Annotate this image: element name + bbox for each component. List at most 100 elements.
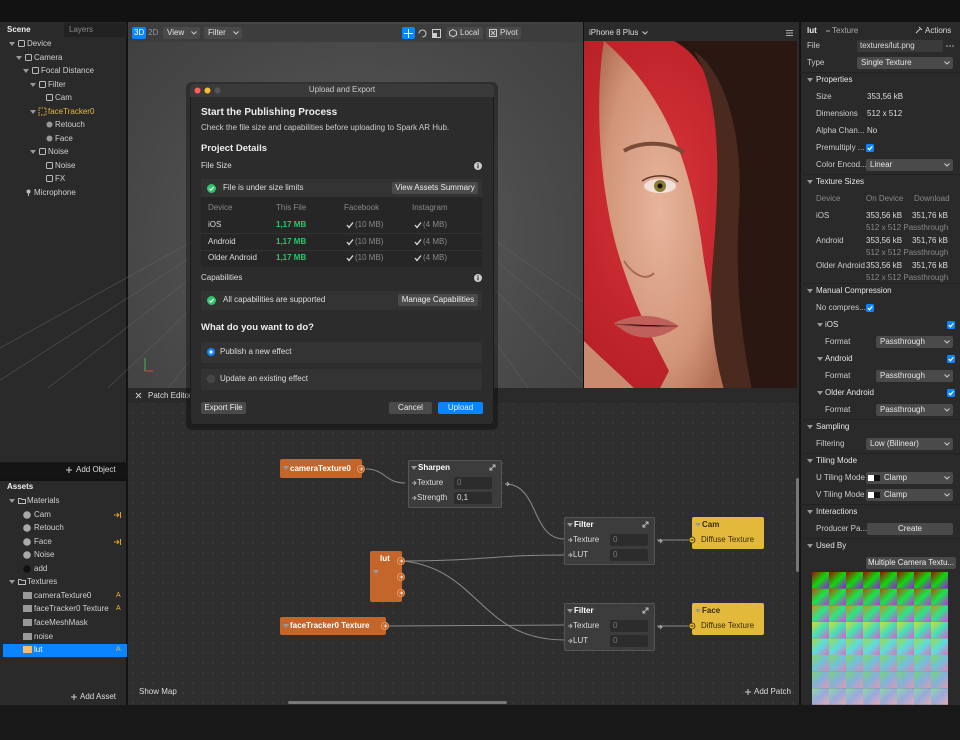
local-label[interactable]: Local <box>460 28 480 37</box>
asset-item[interactable]: add <box>34 563 48 573</box>
separator <box>0 462 127 463</box>
input-field[interactable] <box>610 549 648 561</box>
field-select[interactable] <box>866 159 953 171</box>
icon-part <box>897 671 914 689</box>
scene-item[interactable]: FX <box>55 174 66 183</box>
input-value[interactable]: 0 <box>613 636 618 645</box>
option-box[interactable] <box>201 369 482 390</box>
input-field[interactable] <box>610 534 648 546</box>
scene-item[interactable]: Filter <box>48 79 66 89</box>
asset-item[interactable]: cameraTexture0 <box>34 590 92 600</box>
tab[interactable]: Layers <box>69 25 94 34</box>
input-port <box>568 623 573 629</box>
scene-item[interactable]: Noise <box>48 147 69 156</box>
scene-item[interactable]: Focal Distance <box>41 66 94 75</box>
input-value[interactable]: 0,1 <box>457 493 469 502</box>
scene-item[interactable]: Noise <box>55 160 76 170</box>
cancel-button-label[interactable]: Cancel <box>398 403 423 412</box>
export-button[interactable] <box>201 402 246 414</box>
manage-capabilities-button-label[interactable]: Manage Capabilities <box>401 295 475 304</box>
asset-item[interactable]: Materials <box>27 496 60 505</box>
add-object-button[interactable]: Add Object <box>76 465 116 474</box>
input-field[interactable] <box>454 477 492 489</box>
input-value[interactable]: 0 <box>613 550 618 559</box>
add-patch-button[interactable]: Add Patch <box>754 687 791 696</box>
asset-item[interactable]: Noise <box>34 550 55 560</box>
icon-part <box>208 298 215 303</box>
scene-item[interactable]: faceTracker0 <box>48 106 95 116</box>
output-port <box>397 573 405 581</box>
input-value[interactable]: 0 <box>613 535 618 544</box>
add-asset-button[interactable]: Add Asset <box>80 692 117 701</box>
manage-capabilities-button[interactable] <box>398 294 478 306</box>
inspector-button[interactable] <box>866 557 956 569</box>
disclosure-arrow <box>30 150 36 154</box>
device-menu[interactable]: iPhone 8 Plus <box>589 28 639 37</box>
asset-item[interactable]: faceTracker0 Texture <box>34 604 109 614</box>
asset-item[interactable]: lut <box>34 645 43 655</box>
input-value[interactable]: 0 <box>457 478 462 487</box>
field-value: 353,56 kB <box>867 92 904 101</box>
input-field[interactable] <box>610 635 648 647</box>
pivot-label[interactable]: Pivot <box>500 28 518 37</box>
tab[interactable]: Scene <box>7 25 31 34</box>
patch-node[interactable] <box>692 517 764 549</box>
filter-menu[interactable] <box>204 27 242 39</box>
icon-part <box>23 564 31 573</box>
option-label[interactable]: Update an existing effect <box>220 374 308 383</box>
icon-part <box>807 289 813 293</box>
mode-label[interactable]: 3D <box>134 28 145 37</box>
scene-item[interactable]: Microphone <box>34 187 76 197</box>
input-label: Texture <box>573 535 600 544</box>
type-select[interactable] <box>857 57 953 69</box>
input-field[interactable] <box>454 492 492 504</box>
view-assets-button-label[interactable]: View Assets Summary <box>395 183 475 192</box>
field-select[interactable] <box>876 370 953 382</box>
field-select[interactable] <box>866 472 953 484</box>
inspector-button-label[interactable]: Create <box>897 524 923 533</box>
mode-label[interactable]: 2D <box>148 28 159 37</box>
field-select[interactable] <box>866 438 953 450</box>
output-port <box>505 481 510 487</box>
icon-part <box>623 260 655 278</box>
scene-item[interactable]: Device <box>27 39 52 48</box>
option-box[interactable] <box>201 342 482 363</box>
scene-item[interactable]: Retouch <box>55 120 85 129</box>
upload-button[interactable] <box>438 402 483 414</box>
export-button-label[interactable]: Export File <box>204 403 243 412</box>
icon-part <box>931 588 948 606</box>
scene-item[interactable]: Face <box>55 133 73 143</box>
show-map-button[interactable]: Show Map <box>139 687 177 696</box>
option-label[interactable]: Publish a new effect <box>220 347 292 356</box>
actions-menu[interactable]: Actions <box>925 26 952 35</box>
scene-item[interactable]: Cam <box>55 93 72 102</box>
scene-item[interactable]: Camera <box>34 52 63 62</box>
patch-node[interactable] <box>280 617 386 635</box>
asset-item[interactable]: Cam <box>34 509 51 519</box>
patch-node[interactable] <box>370 551 402 602</box>
patch-node[interactable] <box>280 459 362 478</box>
asset-item[interactable]: Face <box>34 536 52 546</box>
field-select[interactable] <box>876 404 953 416</box>
view-assets-button[interactable] <box>392 182 478 194</box>
upload-button-label[interactable]: Upload <box>447 403 474 412</box>
patch-node[interactable] <box>692 603 764 635</box>
input-value[interactable]: 0 <box>613 621 618 630</box>
inspector-button-label[interactable]: Multiple Camera Textu... <box>867 558 955 567</box>
cancel-button[interactable] <box>389 402 432 414</box>
input-field[interactable] <box>610 620 648 632</box>
icon-part <box>946 45 948 47</box>
inspector-button[interactable] <box>867 523 953 535</box>
icon-part <box>695 609 701 613</box>
mode-3d[interactable] <box>132 27 146 39</box>
asset-item[interactable]: faceMeshMask <box>34 617 88 627</box>
field-select[interactable] <box>876 336 953 348</box>
icon-part <box>952 45 954 47</box>
field-select[interactable] <box>866 489 953 501</box>
asset-item[interactable]: noise <box>34 631 54 641</box>
icon-part <box>568 537 573 543</box>
dropdown-value: Single Texture <box>861 58 912 67</box>
view-menu[interactable] <box>163 27 200 39</box>
asset-item[interactable]: Textures <box>27 577 58 587</box>
asset-item[interactable]: Retouch <box>34 523 64 533</box>
